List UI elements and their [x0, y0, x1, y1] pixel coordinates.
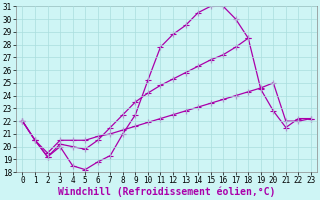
X-axis label: Windchill (Refroidissement éolien,°C): Windchill (Refroidissement éolien,°C) [58, 187, 276, 197]
